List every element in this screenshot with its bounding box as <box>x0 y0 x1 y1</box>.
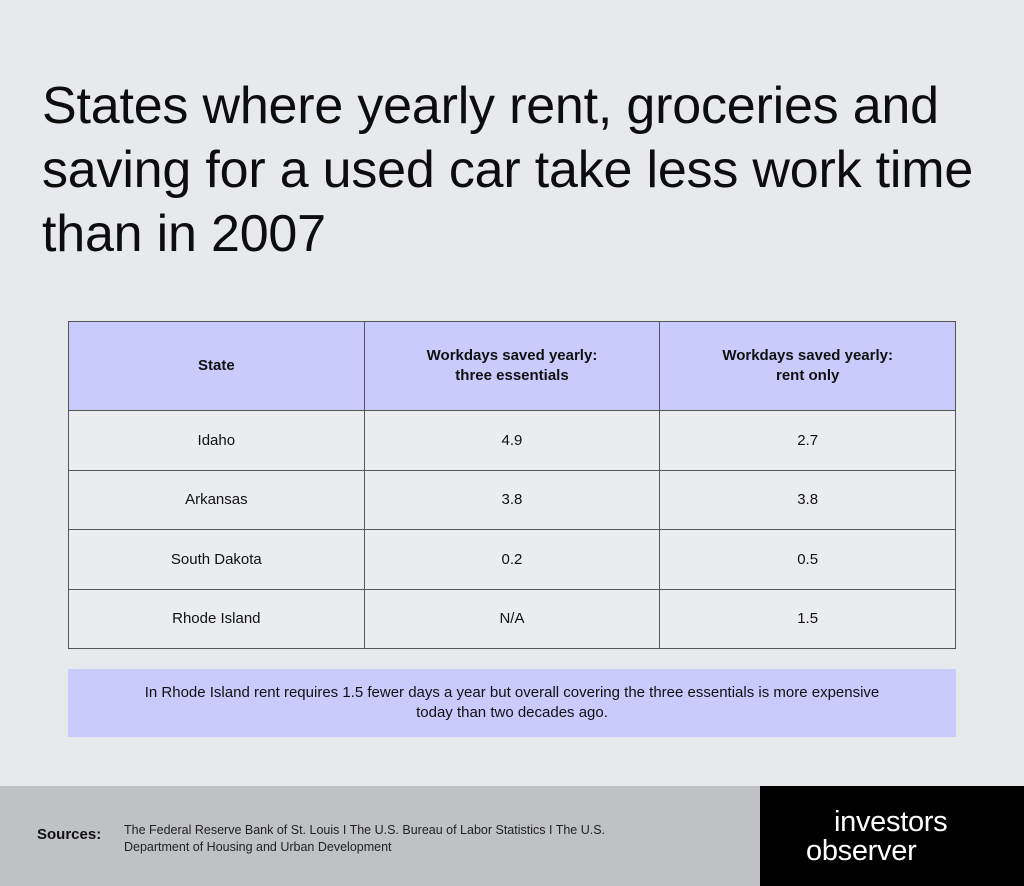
state-cell: Arkansas <box>68 469 365 530</box>
column-header-1: Workdays saved yearly: three essentials <box>363 321 661 411</box>
footer: Sources: The Federal Reserve Bank of St.… <box>0 786 1024 886</box>
brand-logo-line-1: investors <box>834 806 948 838</box>
column-header-0: State <box>68 321 365 411</box>
column-header-line-2: rent only <box>775 367 840 384</box>
table-header-row: State Workdays saved yearly: three essenti… <box>68 321 956 411</box>
value-cell: N/A <box>363 588 661 649</box>
column-header-line-1: Workdays saved yearly: <box>426 347 598 364</box>
table-row: Arkansas 3.8 3.8 <box>68 469 956 530</box>
table-row: Idaho 4.9 2.7 <box>68 410 956 471</box>
value-cell: 3.8 <box>659 469 956 530</box>
table-row: Rhode Island N/A 1.5 <box>68 588 956 649</box>
page-title: States where yearly rent, groceries and … <box>42 77 974 263</box>
value-cell: 0.5 <box>659 529 956 590</box>
data-table: State Workdays saved yearly: three essenti… <box>68 321 956 649</box>
state-cell: Rhode Island <box>68 588 365 649</box>
column-header-line-1: Workdays saved yearly: <box>722 347 893 364</box>
column-header-2: Workdays saved yearly: rent only <box>659 321 956 411</box>
column-header-line-1: State <box>197 357 235 374</box>
value-cell: 3.8 <box>363 469 661 530</box>
state-cell: Idaho <box>68 410 365 471</box>
brand-logo-line-2: observer <box>806 835 917 867</box>
value-cell: 2.7 <box>659 410 956 471</box>
data-table-container: State Workdays saved yearly: three essenti… <box>68 321 956 649</box>
column-header-line-2: three essentials <box>455 367 569 384</box>
footnote-callout: In Rhode Island rent requires 1.5 fewer … <box>68 669 956 737</box>
value-cell: 0.2 <box>363 529 661 590</box>
value-cell: 1.5 <box>659 588 956 649</box>
sources-label: Sources: <box>37 826 102 843</box>
sources-text: The Federal Reserve Bank of St. Louis I … <box>124 823 606 854</box>
table-body: Idaho 4.9 2.7 Arkansas 3.8 3.8 South Dakota 0.2… <box>68 410 956 649</box>
brand-logo: investors observer <box>760 786 1024 886</box>
value-cell: 4.9 <box>363 410 661 471</box>
table-row: South Dakota 0.2 0.5 <box>68 529 956 590</box>
state-cell: South Dakota <box>68 529 365 590</box>
